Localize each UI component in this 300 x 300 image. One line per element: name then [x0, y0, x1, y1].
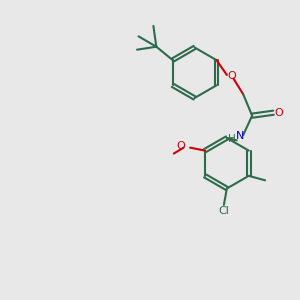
Text: O: O — [176, 141, 185, 151]
Text: N: N — [236, 131, 244, 142]
Text: H: H — [228, 134, 236, 144]
Text: Cl: Cl — [218, 206, 229, 216]
Text: O: O — [274, 108, 283, 118]
Text: O: O — [227, 71, 236, 81]
